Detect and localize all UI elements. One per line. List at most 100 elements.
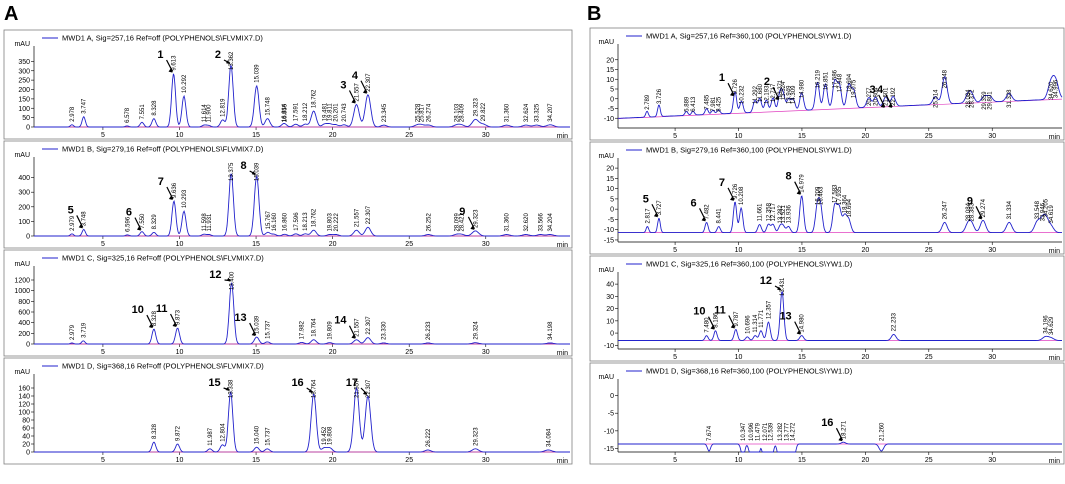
x-tick-label: 20 [861, 457, 869, 464]
y-tick-label: 0 [610, 96, 614, 103]
peak-label: 19.452 [322, 426, 328, 445]
arrow-head [710, 325, 715, 330]
peak-label: 29.323 [473, 427, 479, 446]
annotation-arrow [727, 82, 735, 96]
peak-label: 13.524 [781, 81, 787, 100]
peak-label: 19.803 [328, 213, 334, 232]
chart-b-2: MWD1 B, Sig=279,16 Ref=360,100 (POLYPHEN… [589, 141, 1065, 255]
chromatogram-panels: MWD1 A, Sig=257,16 Ref=off (POLYPHENOLS\… [3, 27, 1065, 465]
arrow-head [136, 226, 141, 231]
x-tick-label: 20 [861, 133, 869, 140]
peak-label: 9.872 [176, 425, 182, 441]
peak-label: 34.205 [1044, 198, 1050, 217]
chart-title: MWD1 A, Sig=257,16 Ref=off (POLYPHENOLS\… [62, 34, 263, 43]
peak-label: 31.328 [1007, 89, 1013, 108]
peak-label: 2.978 [70, 106, 76, 122]
peak-number: 10 [693, 306, 705, 318]
y-tick-label: 350 [18, 59, 30, 66]
chart-frame [3, 249, 573, 357]
peak-label: 10.696 [745, 315, 751, 334]
peak-label: 31.334 [1007, 200, 1013, 219]
chart-frame [3, 140, 573, 249]
arrow-head [251, 171, 256, 176]
y-tick-label: 100 [18, 106, 30, 113]
y-tick-label: 50 [22, 115, 30, 122]
peak-label: 18.271 [841, 420, 847, 439]
peak-label: 11.661 [758, 203, 764, 222]
peak-label: 11.479 [755, 422, 761, 441]
peak-number: 10 [132, 304, 144, 316]
peak-label: 23.330 [382, 321, 388, 340]
y-tick-label: 20 [606, 306, 614, 313]
peak-label: 22.307 [366, 73, 372, 92]
peak-label: 7.551 [140, 104, 146, 120]
chromatogram-trace [618, 441, 1062, 453]
chromatogram-trace [617, 75, 1063, 119]
peak-number: 16 [821, 417, 833, 429]
arrow-head [226, 277, 231, 282]
peak-label: 28.372 [970, 89, 976, 108]
x-tick-label: 20 [329, 241, 337, 248]
peak-label: 21.557 [354, 318, 360, 337]
peak-label: 16.160 [272, 212, 278, 231]
annotation-arrow [772, 86, 780, 100]
x-tick-label: 20 [861, 354, 869, 361]
peak-number: 5 [643, 193, 649, 205]
peak-label: 33.566 [538, 213, 544, 232]
peak-label: 29.274 [981, 198, 987, 217]
y-axis-label: mAU [598, 267, 614, 274]
peak-label: 33.946 [1040, 202, 1046, 221]
peak-label: 34.084 [546, 428, 552, 447]
peak-label: 28.099 [455, 213, 461, 232]
x-tick-label: 10 [735, 354, 743, 361]
y-tick-label: 400 [18, 320, 30, 327]
peak-label: 13.375 [229, 162, 235, 181]
y-axis-label: mAU [598, 39, 614, 46]
peak-label: 16.219 [815, 69, 821, 88]
peak-label: 14.272 [791, 422, 797, 441]
y-tick-label: -10 [604, 428, 614, 435]
y-tick-label: 80 [22, 418, 30, 425]
x-tick-label: 15 [252, 457, 260, 464]
peak-label: 28.383 [970, 202, 976, 221]
peak-label: 14.980 [800, 314, 806, 333]
peak-label: 17.935 [837, 186, 843, 205]
peak-label: 17.982 [300, 320, 306, 339]
panel-label-a: A [4, 3, 18, 25]
peak-label: 18.364 [843, 194, 849, 213]
peak-label: 34.620 [1049, 81, 1055, 100]
peak-label: 9.726 [733, 79, 739, 95]
peak-label: 2.979 [70, 324, 76, 340]
peak-label: 32.624 [524, 103, 530, 122]
peak-label: 20.804 [874, 87, 880, 106]
y-tick-label: 60 [22, 426, 30, 433]
peak-label: 8.186 [714, 312, 720, 328]
y-axis-label: mAU [14, 261, 30, 268]
y-tick-label: 40 [22, 434, 30, 441]
x-tick-label: 30 [482, 349, 490, 356]
peak-label: 34.204 [548, 213, 554, 232]
peak-label: 11.931 [207, 213, 213, 232]
peak-label: 6.578 [125, 107, 131, 123]
peak-label: 11.314 [753, 314, 759, 333]
x-axis-label: min [557, 242, 568, 249]
y-tick-label: 200 [18, 204, 30, 211]
x-tick-label: 25 [925, 247, 933, 254]
y-tick-label: 0 [26, 125, 30, 132]
peak-number: 4 [352, 70, 359, 82]
arrow-head [225, 387, 230, 391]
y-tick-label: 600 [18, 310, 30, 317]
peak-label: 11.292 [753, 85, 759, 104]
peak-number: 9 [967, 195, 973, 207]
peak-label: 11.987 [208, 427, 214, 446]
peak-label: 15.767 [266, 210, 272, 229]
peak-label: 26.222 [426, 428, 432, 447]
peak-label: 10.232 [739, 85, 745, 104]
peak-label: 18.212 [303, 102, 309, 121]
arrow-head [796, 330, 801, 335]
peak-label: 16.463 [819, 186, 825, 205]
peak-label: 13.936 [786, 204, 792, 223]
peak-label: 13.521 [781, 204, 787, 223]
y-tick-label: -10 [604, 343, 614, 350]
peak-number: 11 [156, 303, 168, 315]
